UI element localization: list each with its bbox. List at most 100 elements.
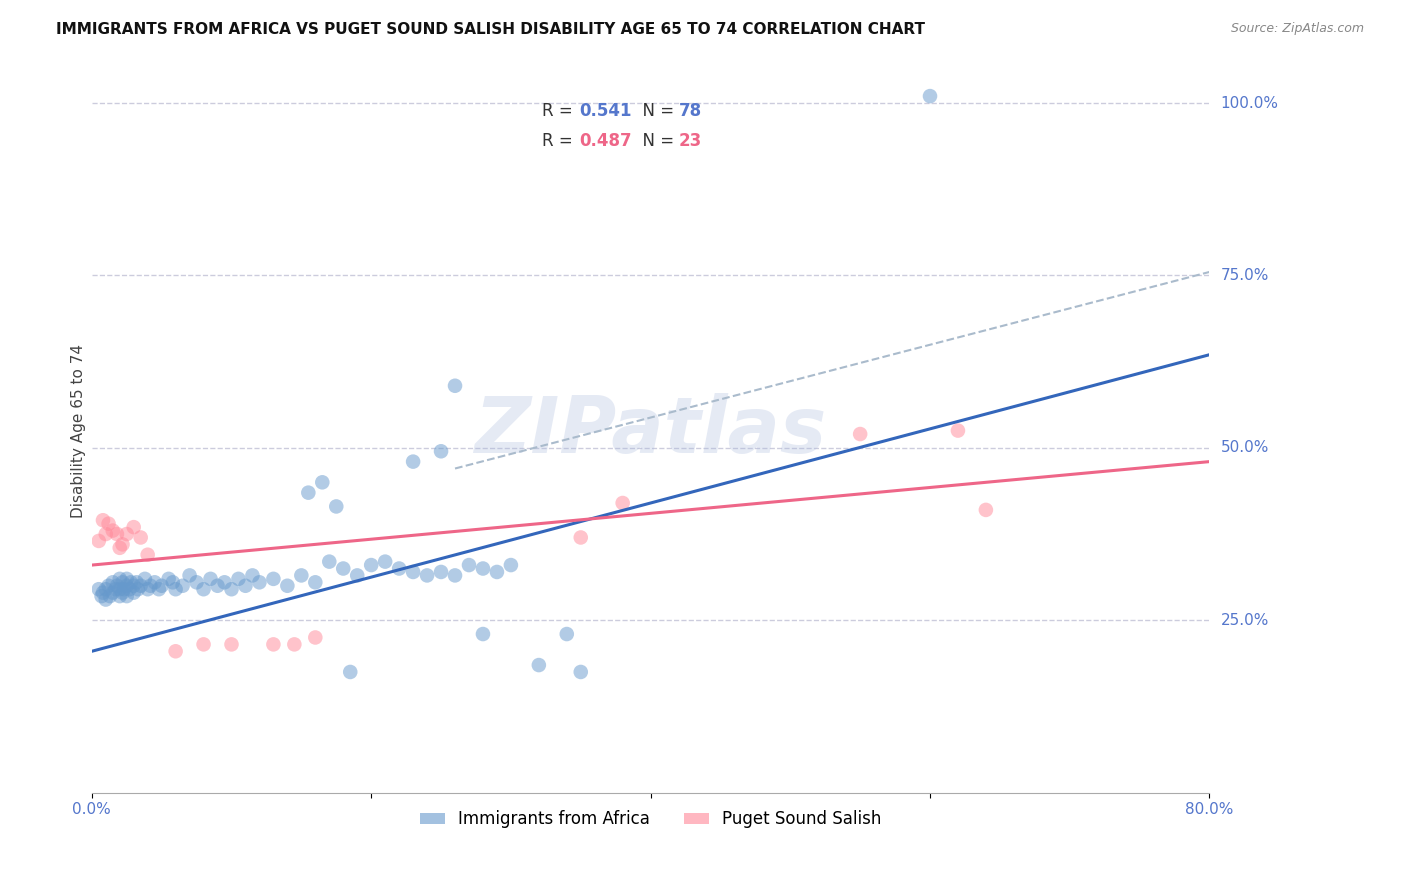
Point	[221, 582, 243, 597]
Text: 100.0%: 100.0%	[1220, 95, 1278, 111]
Point	[148, 582, 170, 597]
Point	[105, 579, 128, 593]
Point	[304, 575, 326, 590]
Point	[485, 565, 508, 579]
Point	[91, 585, 114, 599]
Point	[360, 558, 382, 572]
Point	[108, 589, 131, 603]
Point	[87, 533, 110, 548]
Point	[402, 565, 425, 579]
Point	[458, 558, 481, 572]
Point	[101, 524, 124, 538]
Point	[91, 513, 114, 527]
Point	[918, 89, 941, 103]
Text: R =: R =	[543, 102, 578, 120]
Point	[235, 579, 257, 593]
Point	[179, 568, 201, 582]
Point	[94, 592, 117, 607]
Point	[186, 575, 208, 590]
Point	[111, 575, 134, 590]
Point	[311, 475, 333, 490]
Point	[143, 575, 166, 590]
Point	[388, 561, 411, 575]
Text: Source: ZipAtlas.com: Source: ZipAtlas.com	[1230, 22, 1364, 36]
Point	[162, 575, 184, 590]
Point	[122, 585, 145, 599]
Point	[120, 575, 142, 590]
Text: 0.541: 0.541	[579, 102, 631, 120]
Point	[87, 582, 110, 597]
Point	[262, 572, 284, 586]
Point	[125, 575, 148, 590]
Point	[108, 541, 131, 555]
Text: 75.0%: 75.0%	[1220, 268, 1268, 283]
Point	[115, 579, 138, 593]
Point	[193, 582, 215, 597]
Point	[127, 582, 149, 597]
Point	[104, 582, 127, 597]
Point	[974, 503, 997, 517]
Text: 50.0%: 50.0%	[1220, 441, 1268, 455]
Point	[946, 424, 969, 438]
Point	[304, 631, 326, 645]
Point	[207, 579, 229, 593]
Text: 25.0%: 25.0%	[1220, 613, 1268, 628]
Point	[200, 572, 222, 586]
Point	[101, 585, 124, 599]
Y-axis label: Disability Age 65 to 74: Disability Age 65 to 74	[72, 343, 86, 517]
Point	[111, 585, 134, 599]
Point	[108, 582, 131, 597]
Point	[94, 527, 117, 541]
Point	[318, 555, 340, 569]
Point	[115, 589, 138, 603]
Point	[136, 548, 159, 562]
Point	[471, 561, 494, 575]
Point	[90, 589, 112, 603]
Text: 0.487: 0.487	[579, 132, 631, 150]
Point	[129, 531, 152, 545]
Point	[150, 579, 173, 593]
Point	[134, 572, 156, 586]
Point	[122, 520, 145, 534]
Point	[165, 582, 187, 597]
Point	[115, 572, 138, 586]
Point	[346, 568, 368, 582]
Point	[122, 579, 145, 593]
Point	[101, 575, 124, 590]
Point	[430, 444, 453, 458]
Point	[444, 378, 467, 392]
Point	[139, 579, 162, 593]
Point	[849, 427, 872, 442]
Point	[112, 582, 135, 597]
Point	[612, 496, 634, 510]
Point	[136, 582, 159, 597]
Point	[214, 575, 236, 590]
Text: R =: R =	[543, 132, 578, 150]
Point	[569, 665, 592, 679]
Point	[97, 516, 120, 531]
Point	[444, 568, 467, 582]
Point	[94, 582, 117, 597]
Point	[276, 579, 298, 593]
Point	[283, 637, 305, 651]
Point	[262, 637, 284, 651]
Point	[325, 500, 347, 514]
Point	[416, 568, 439, 582]
Point	[165, 644, 187, 658]
Point	[118, 582, 141, 597]
Point	[249, 575, 271, 590]
Point	[471, 627, 494, 641]
Text: 78: 78	[679, 102, 702, 120]
Point	[228, 572, 250, 586]
Point	[297, 485, 319, 500]
Point	[569, 531, 592, 545]
Point	[111, 537, 134, 551]
Point	[402, 455, 425, 469]
Point	[129, 579, 152, 593]
Point	[499, 558, 522, 572]
Point	[105, 527, 128, 541]
Point	[157, 572, 180, 586]
Text: N =: N =	[631, 132, 679, 150]
Point	[193, 637, 215, 651]
Point	[221, 637, 243, 651]
